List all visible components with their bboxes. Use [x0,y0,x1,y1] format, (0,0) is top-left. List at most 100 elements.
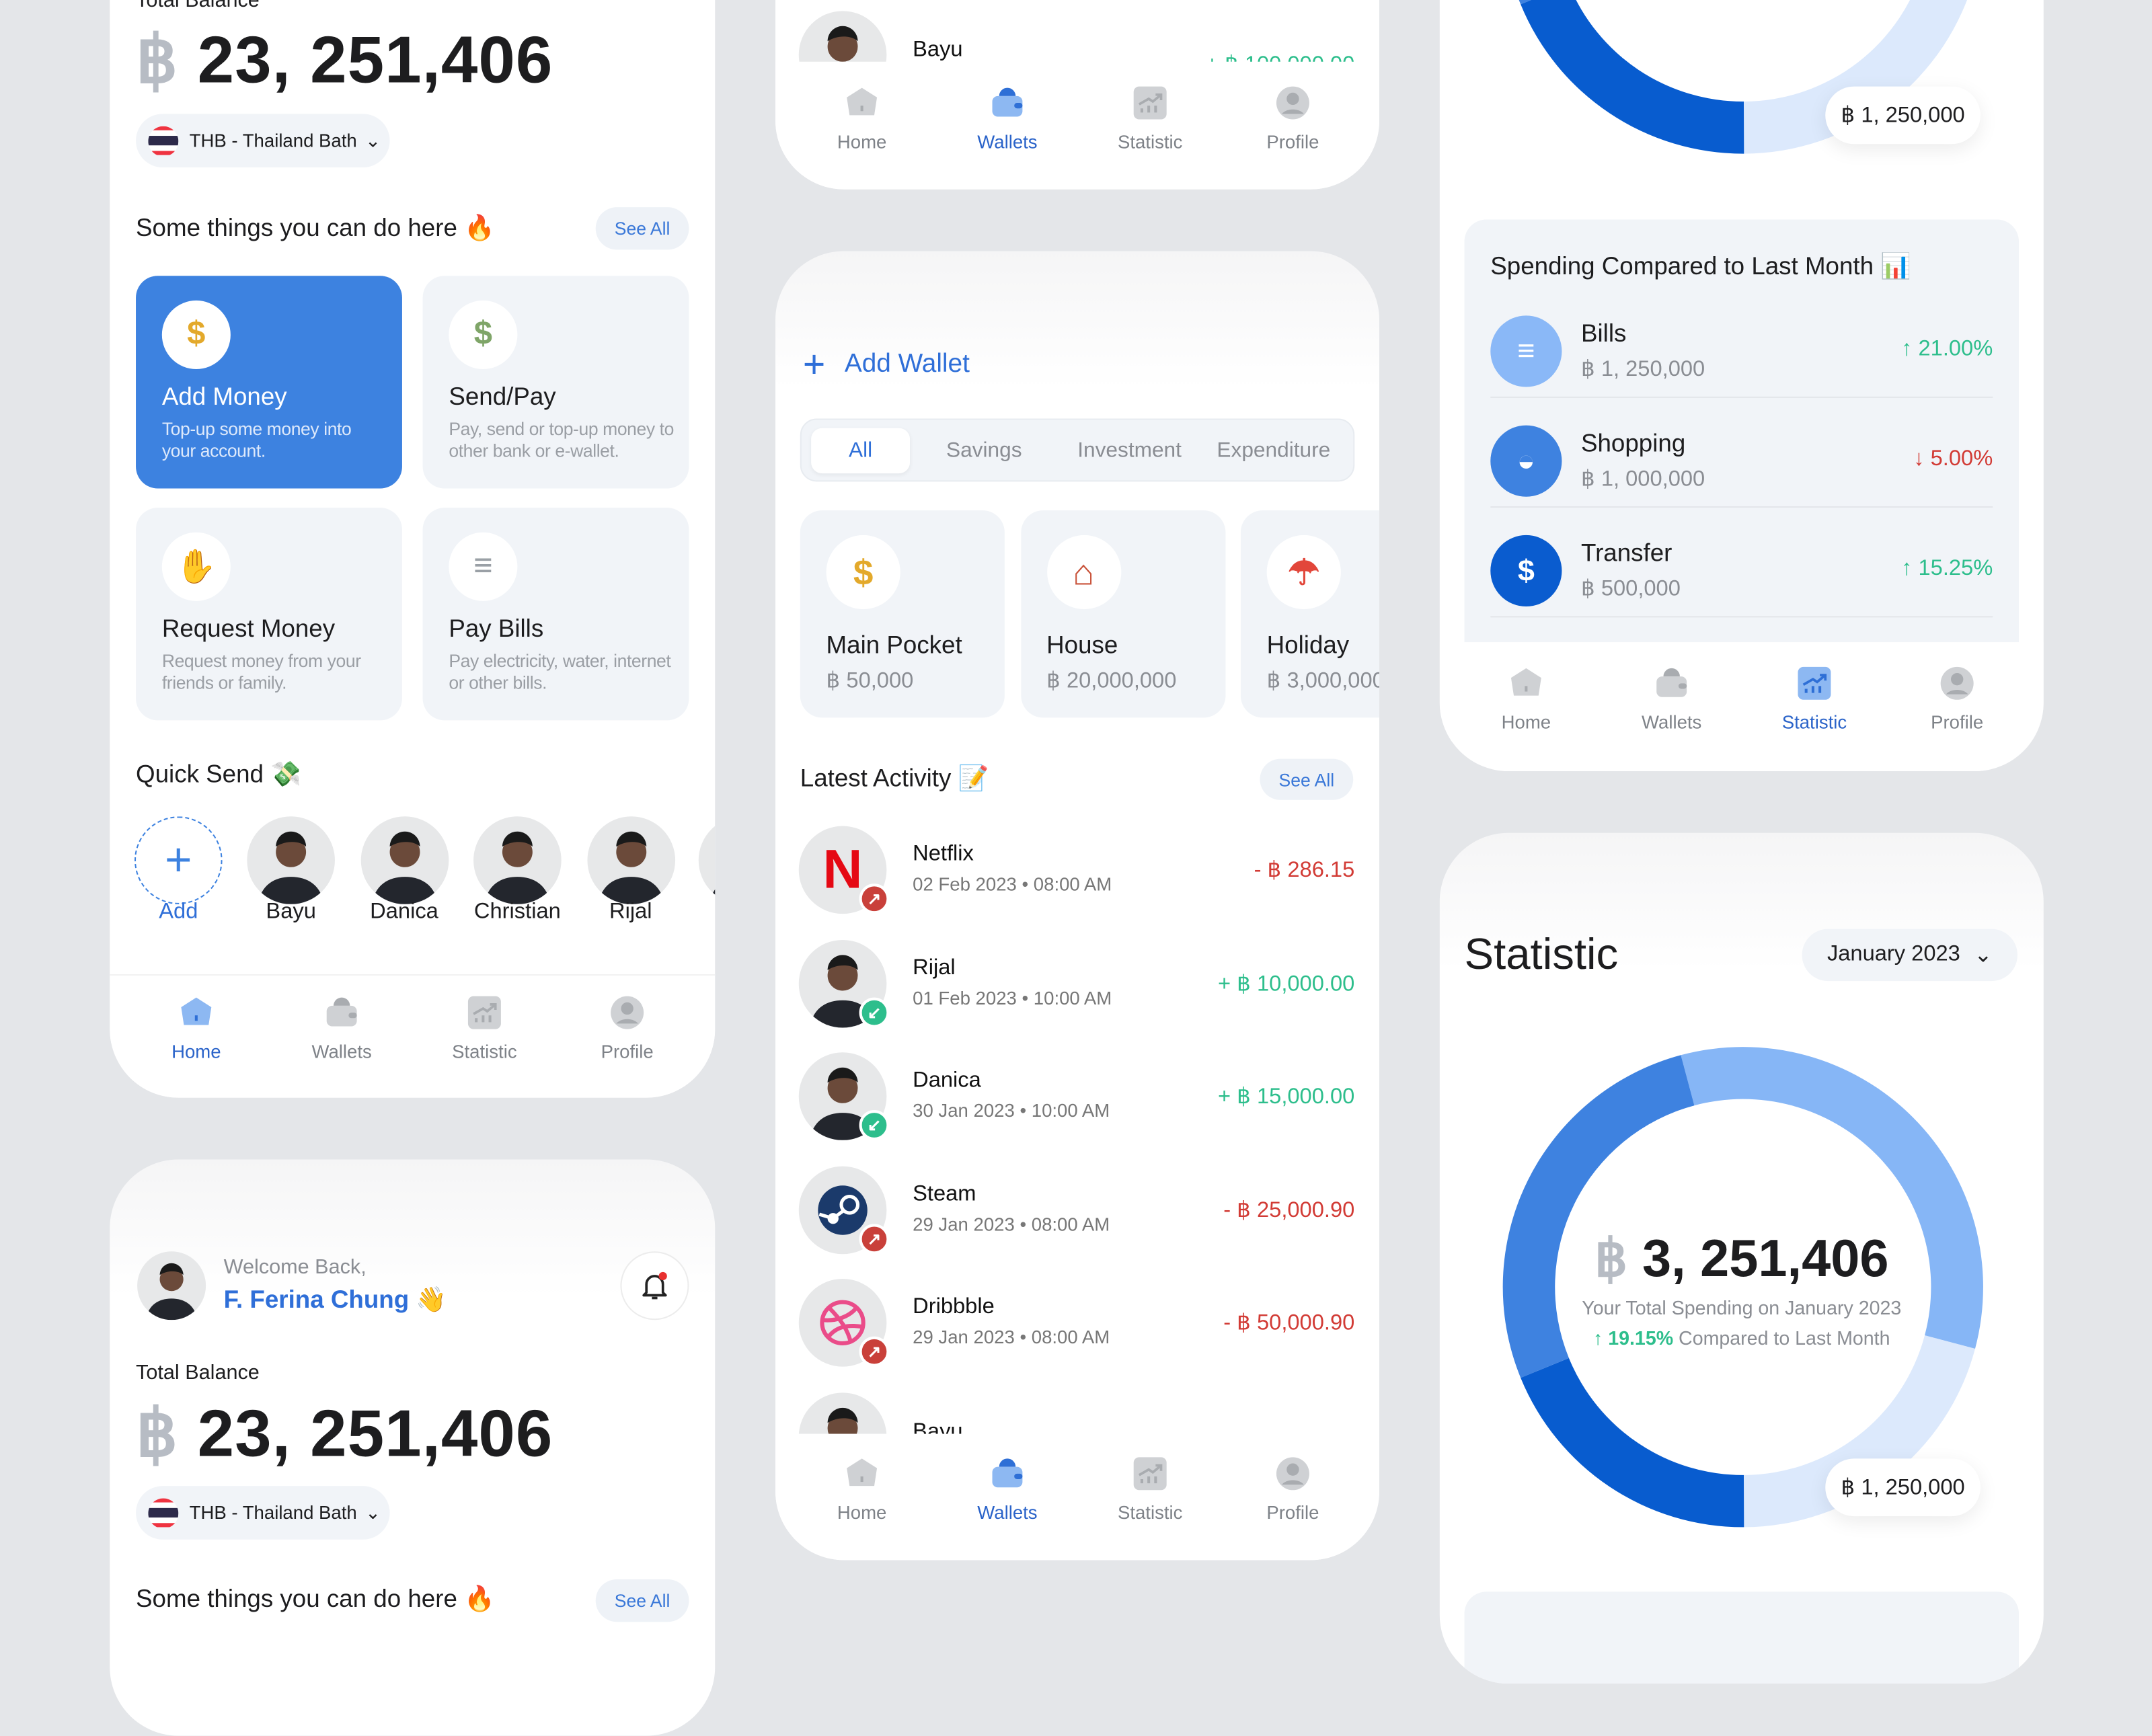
activity-name[interactable]: Bayu [913,38,963,62]
action-card-send-pay[interactable]: $ Send/Pay Pay, send or top-up money to ot… [422,276,689,489]
contact-name[interactable]: Bayu [266,900,316,924]
spending-subtitle: Your Total Spending on January 2023 [1582,1296,1902,1319]
contact-avatar[interactable] [586,816,675,904]
nav-item-home[interactable]: Home [1465,666,1588,733]
contact-name[interactable]: Rijal [609,900,652,924]
contact-avatar[interactable] [473,816,562,904]
wallet-card-house[interactable]: ⌂ House ฿ 20,000,000 [1020,510,1225,718]
category-amount: ฿ 1, 250,000 [1581,358,1705,382]
quick-send-title: Quick Send 💸 [136,760,301,789]
contact-avatar[interactable] [698,816,716,904]
spending-donut-chart [1503,0,1975,154]
nav-item-wallets[interactable]: Wallets [1610,666,1734,733]
nav-item-statistic[interactable]: Statistic [1088,1456,1212,1523]
spending-comparison-card: Spending Compared to Last Month 📊 ≡ Bills… [1464,219,2020,672]
category-name: Transfer [1581,539,1673,567]
spending-donut-chart [1502,1047,1983,1528]
tab-all[interactable]: All [811,428,911,474]
nav-label: Profile [1266,1502,1319,1524]
activity-avatar-person [798,1392,887,1434]
see-all-button[interactable]: See All [595,207,689,250]
user-avatar[interactable] [137,1251,206,1320]
contact-avatar[interactable] [360,816,449,904]
donut-segment[interactable] [1521,0,1744,154]
activity-row[interactable]: ↙Bayu+ ฿ 100,000.00 [775,1392,1379,1434]
donut-segment[interactable] [1521,1357,1744,1528]
add-wallet-button[interactable]: + Add Wallet [803,345,970,383]
baht-symbol: ฿ [1594,1230,1628,1289]
nav-item-home[interactable]: Home [800,85,924,153]
section-title-text: Some things you can do here [136,1585,457,1612]
plus-icon: + [165,833,192,886]
add-contact-button[interactable]: + [134,816,223,904]
month-selector[interactable]: January 2023 ⌄ [1802,929,2018,982]
spending-row[interactable]: $ Transfer ฿ 500,000 ↑ 15.25% [1465,535,2019,645]
donut-segment[interactable] [1502,1055,1695,1378]
nav-item-home[interactable]: Home [800,1456,924,1523]
spending-row[interactable]: ◒ Shopping ฿ 1, 000,000 ↓ 5.00% [1465,425,2019,535]
action-title: Request Money [161,615,336,643]
nav-item-statistic[interactable]: Statistic [1088,85,1212,153]
action-card-add-money[interactable]: $ Add Money Top-up some money into your ac… [136,276,402,489]
contact-avatar[interactable] [247,816,335,904]
activity-list: Bayu + ฿ 100,000.00 [775,0,1379,62]
currency-selector[interactable]: THB - Thailand Bath ⌄ [136,114,390,167]
activity-avatar-steam [798,1165,887,1254]
activity-row[interactable]: N ↗ Netflix 02 Feb 2023 • 08:00 AM - ฿ 286.1… [775,826,1379,922]
nav-item-wallets[interactable]: Wallets [946,85,1069,153]
chevron-down-icon: ⌄ [364,129,381,151]
tab-expenditure[interactable]: Expenditure [1217,438,1331,462]
nav-item-home[interactable]: Home [134,995,258,1062]
latest-activity-title: Latest Activity 📝 [800,764,989,793]
activity-row[interactable]: ↗ Dribbble 29 Jan 2023 • 08:00 AM - ฿ 50,00… [775,1279,1379,1375]
nav-item-statistic[interactable]: Statistic [423,995,547,1062]
wallet-icon-circle: ⌂ [1046,535,1121,610]
total-spending-value: 3, 251,406 [1642,1230,1889,1289]
activity-row[interactable]: ↙ Danica 30 Jan 2023 • 10:00 AM + ฿ 15,000.… [775,1052,1379,1148]
wallet-card-main-pocket[interactable]: $ Main Pocket ฿ 50,000 [800,510,1005,718]
user-name-text: F. Ferina Chung [223,1286,410,1314]
home-icon [844,1456,880,1502]
tab-savings[interactable]: Savings [946,438,1022,462]
profile-icon [1275,1456,1311,1502]
wallet-amount: ฿ 50,000 [826,669,914,693]
wallet-amount: ฿ 3,000,000 [1266,669,1380,693]
nav-item-profile[interactable]: Profile [1231,85,1355,153]
activity-row[interactable]: ↗ Steam 29 Jan 2023 • 08:00 AM - ฿ 25,000.9… [775,1165,1379,1262]
see-all-button[interactable]: See All [1260,758,1354,800]
currency-selector[interactable]: THB - Thailand Bath ⌄ [136,1486,390,1540]
home-icon [844,85,880,132]
action-card-pay-bills[interactable]: ≡ Pay Bills Pay electricity, water, intern… [422,508,689,721]
tab-investment[interactable]: Investment [1077,438,1182,462]
wallet-icon [989,85,1025,132]
nav-label: Home [1501,712,1551,733]
nav-item-profile[interactable]: Profile [1895,666,2019,733]
nav-label: Statistic [1781,712,1847,733]
nav-item-profile[interactable]: Profile [1231,1456,1355,1523]
activity-amount: - ฿ 25,000.90 [1223,1198,1355,1222]
nav-item-statistic[interactable]: Statistic [1753,666,1876,733]
contact-name[interactable]: Christian [473,900,561,924]
user-name: F. Ferina Chung 👋 [224,1286,447,1314]
activity-amount: - ฿ 286.15 [1254,859,1355,883]
activity-row[interactable]: ↙ Rijal 01 Feb 2023 • 10:00 AM + ฿ 10,000.0… [775,939,1379,1035]
donut-segment[interactable] [1743,1335,1975,1528]
donut-segment[interactable] [1503,0,1695,5]
contact-name[interactable]: Danica [370,900,438,924]
profile-icon [1939,666,1975,712]
wallet-card-holiday[interactable]: ☂ Holiday ฿ 3,000,000 [1240,510,1380,718]
donut-segment[interactable] [1681,1047,1983,1349]
notification-button[interactable] [620,1251,689,1320]
nav-item-profile[interactable]: Profile [566,995,689,1062]
see-all-button[interactable]: See All [595,1579,689,1622]
nav-item-wallets[interactable]: Wallets [280,995,404,1062]
activity-name: Netflix [913,842,974,866]
welcome-text: Welcome Back, [223,1255,367,1279]
action-card-request-money[interactable]: ✋ Request Money Request money from your fr… [136,508,402,721]
add-contact-label[interactable]: Add [159,900,198,924]
nav-item-wallets[interactable]: Wallets [946,1456,1069,1523]
donut-segment[interactable] [1743,0,1975,154]
divider [1490,506,1993,508]
spending-row[interactable]: ≡ Bills ฿ 1, 250,000 ↑ 21.00% [1465,315,2019,425]
category-amount: ฿ 500,000 [1581,578,1681,601]
